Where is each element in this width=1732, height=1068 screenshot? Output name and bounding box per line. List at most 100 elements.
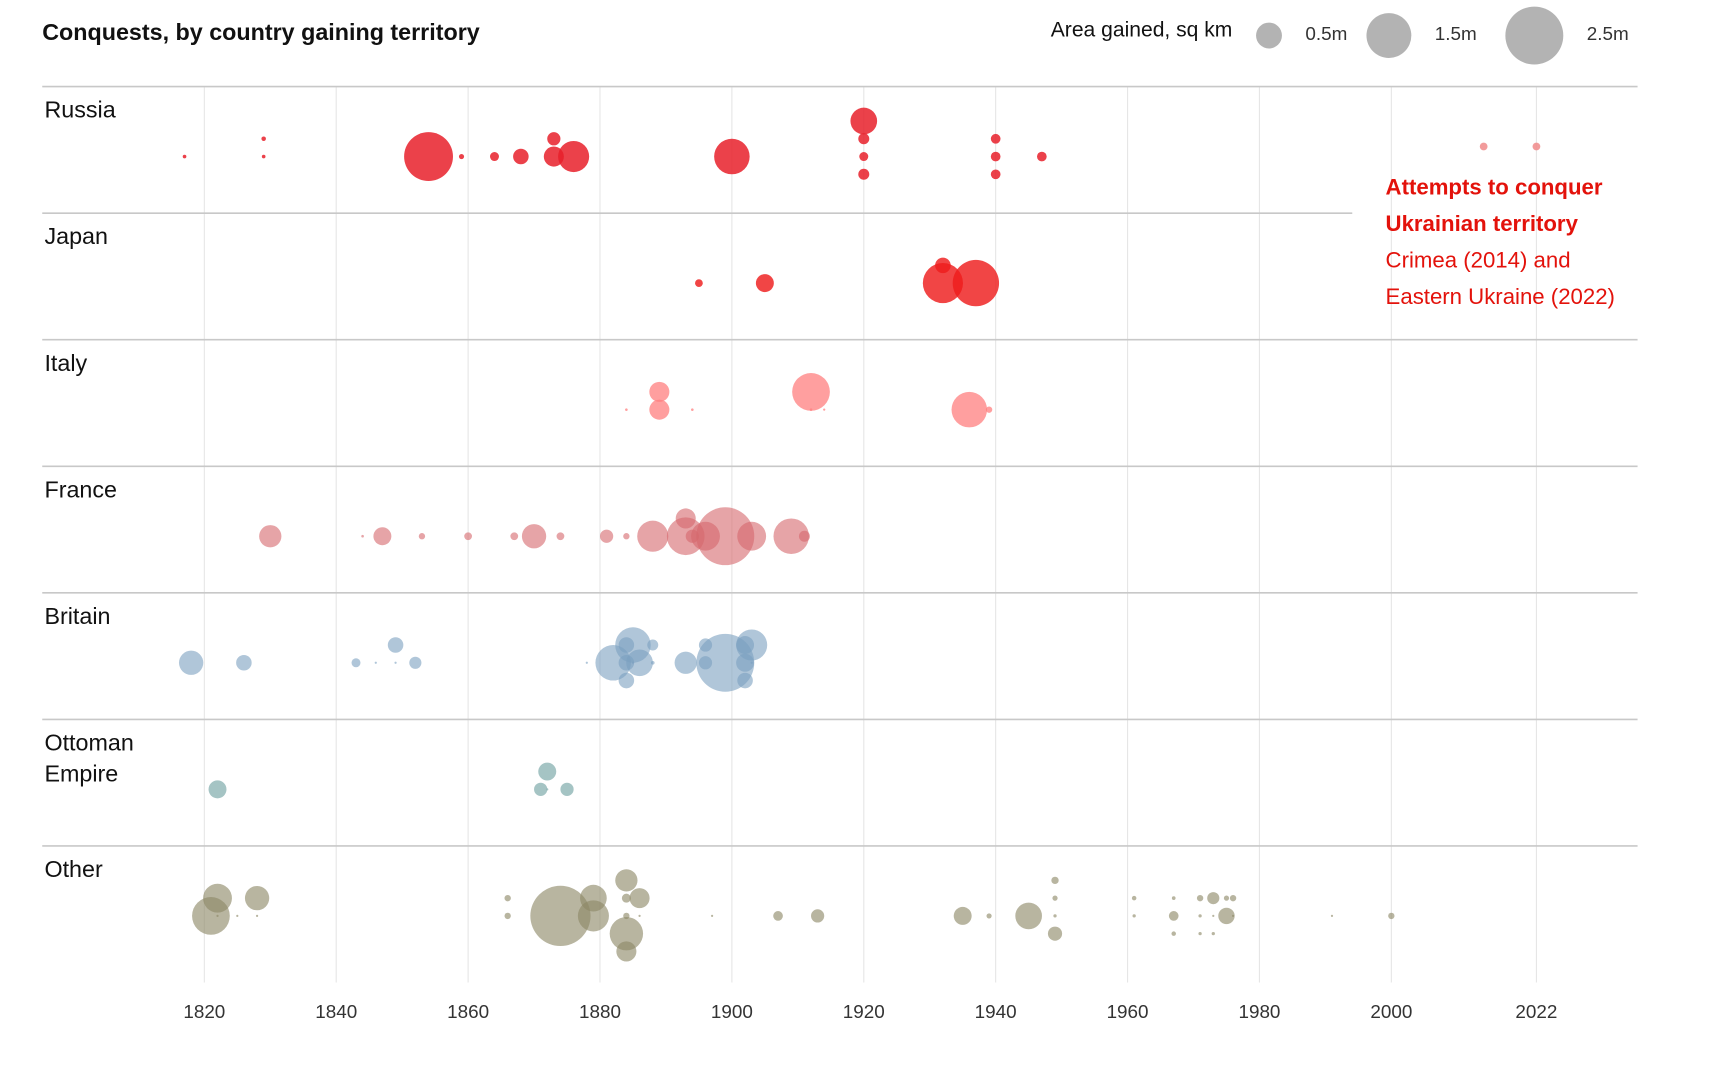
- conquest-bubble: [674, 651, 697, 674]
- conquest-bubble: [178, 650, 204, 675]
- conquest-bubble: [1223, 895, 1230, 901]
- conquest-bubble: [203, 883, 232, 913]
- conquest-bubble: [675, 508, 696, 529]
- conquest-bubble: [1131, 895, 1137, 901]
- conquest-bubble: [990, 133, 1001, 144]
- conquest-bubble: [638, 914, 641, 918]
- conquest-bubble: [1479, 142, 1488, 151]
- row-ottoman-empire: Ottoman Empire: [42, 718, 1638, 799]
- conquest-bubble: [1229, 894, 1237, 902]
- legend-size-label: 1.5m: [1435, 23, 1477, 44]
- conquest-bubble: [755, 274, 774, 293]
- row-france: France: [42, 465, 1638, 566]
- conquest-bubble: [650, 660, 655, 665]
- conquest-bubble: [585, 661, 588, 664]
- conquest-bubble: [1015, 902, 1042, 930]
- row-label: Japan: [44, 223, 107, 249]
- conquest-bubble: [546, 788, 549, 791]
- conquest-bubble: [621, 893, 631, 903]
- conquest-bubble: [216, 914, 219, 918]
- conquest-bubble: [547, 132, 561, 146]
- conquest-bubble: [773, 911, 783, 921]
- conquest-bubble: [556, 532, 565, 541]
- conquest-bubble: [951, 391, 988, 428]
- row-britain: Britain: [42, 592, 1638, 692]
- conquest-bubble: [922, 263, 963, 304]
- conquest-bubble: [823, 408, 826, 411]
- conquest-bubble: [236, 655, 252, 671]
- row-label: Ottoman: [44, 729, 133, 755]
- row-japan: Japan: [42, 212, 1353, 307]
- conquest-bubble: [859, 152, 869, 162]
- conquest-bubble: [259, 525, 282, 548]
- x-tick-label: 2000: [1370, 1001, 1412, 1022]
- conquest-bubble: [1051, 876, 1059, 885]
- conquest-bubble: [1198, 932, 1202, 936]
- conquest-bubble: [560, 782, 574, 796]
- conquest-bubble: [695, 279, 703, 287]
- row-label: Other: [44, 856, 103, 882]
- conquest-bubble: [616, 941, 637, 962]
- conquest-bubble: [1168, 911, 1179, 921]
- conquest-bubble: [1218, 907, 1235, 925]
- conquest-bubble: [1212, 914, 1215, 918]
- country-rows: Russia Japan Italy France Britain Ottoman Empi…: [42, 85, 1638, 962]
- conquest-bubble: [387, 637, 404, 653]
- conquest-bubble: [208, 780, 227, 799]
- conquest-bubble: [534, 782, 548, 796]
- x-tick-label: 1960: [1107, 1001, 1149, 1022]
- x-tick-label: 1860: [447, 1001, 489, 1022]
- conquest-bubble: [351, 658, 361, 668]
- conquest-bubble: [990, 151, 1001, 162]
- row-label: Russia: [44, 97, 115, 123]
- conquest-bubble: [647, 639, 659, 651]
- conquest-bubble: [798, 530, 810, 542]
- legend-title: Area gained, sq km: [1051, 19, 1233, 42]
- conquest-bubble: [236, 914, 239, 918]
- conquest-bubble: [1211, 932, 1215, 936]
- conquest-bubble: [792, 373, 830, 411]
- conquest-bubble: [1132, 914, 1136, 918]
- conquest-bubble: [361, 534, 364, 538]
- legend-size-circle: [1366, 13, 1412, 58]
- ukraine-annotation: Attempts to conquer Ukrainian territory …: [1386, 174, 1615, 309]
- conquest-bubble: [629, 888, 650, 909]
- conquest-bubble: [1036, 151, 1047, 162]
- size-legend: Area gained, sq km 0.5m 1.5m 2.5m: [1051, 6, 1629, 65]
- row-label: Italy: [44, 350, 87, 376]
- conquest-bubble: [858, 133, 870, 145]
- conquest-bubble: [1207, 892, 1220, 905]
- conquest-bubble: [691, 408, 694, 411]
- conquest-bubble: [543, 146, 564, 167]
- conquest-bubble: [773, 518, 810, 554]
- conquest-bubble: [1388, 912, 1395, 920]
- conquest-bubble: [1171, 896, 1176, 900]
- conquest-bubble: [953, 906, 972, 925]
- annotation-heading-line-2: Ukrainian territory: [1386, 211, 1579, 236]
- conquest-bubble: [623, 533, 630, 540]
- row-label: Britain: [44, 603, 110, 629]
- conquest-bubble: [710, 914, 714, 918]
- conquest-bubble: [935, 257, 951, 274]
- conquest-bubble: [986, 913, 992, 919]
- conquest-bubble: [609, 916, 644, 951]
- conquest-bubble: [850, 107, 878, 135]
- row-label: France: [44, 476, 117, 502]
- conquest-bubble: [737, 672, 753, 689]
- conquest-bubble: [637, 520, 669, 552]
- conquest-bubble: [1198, 914, 1202, 918]
- legend-size-circle: [1256, 22, 1282, 49]
- conquest-bubble: [1532, 142, 1541, 151]
- conquest-bubble: [952, 259, 1000, 307]
- conquest-bubble: [374, 661, 377, 664]
- conquest-bubble: [649, 381, 670, 402]
- conquest-bubble: [737, 521, 767, 551]
- conquest-bubble: [513, 148, 529, 165]
- conquest-bubble: [261, 136, 266, 142]
- conquest-bubble: [394, 661, 397, 664]
- conquest-bubble: [858, 168, 870, 180]
- conquest-bubble: [599, 529, 614, 543]
- conquest-bubble: [625, 408, 628, 411]
- conquest-bubble: [1196, 894, 1204, 902]
